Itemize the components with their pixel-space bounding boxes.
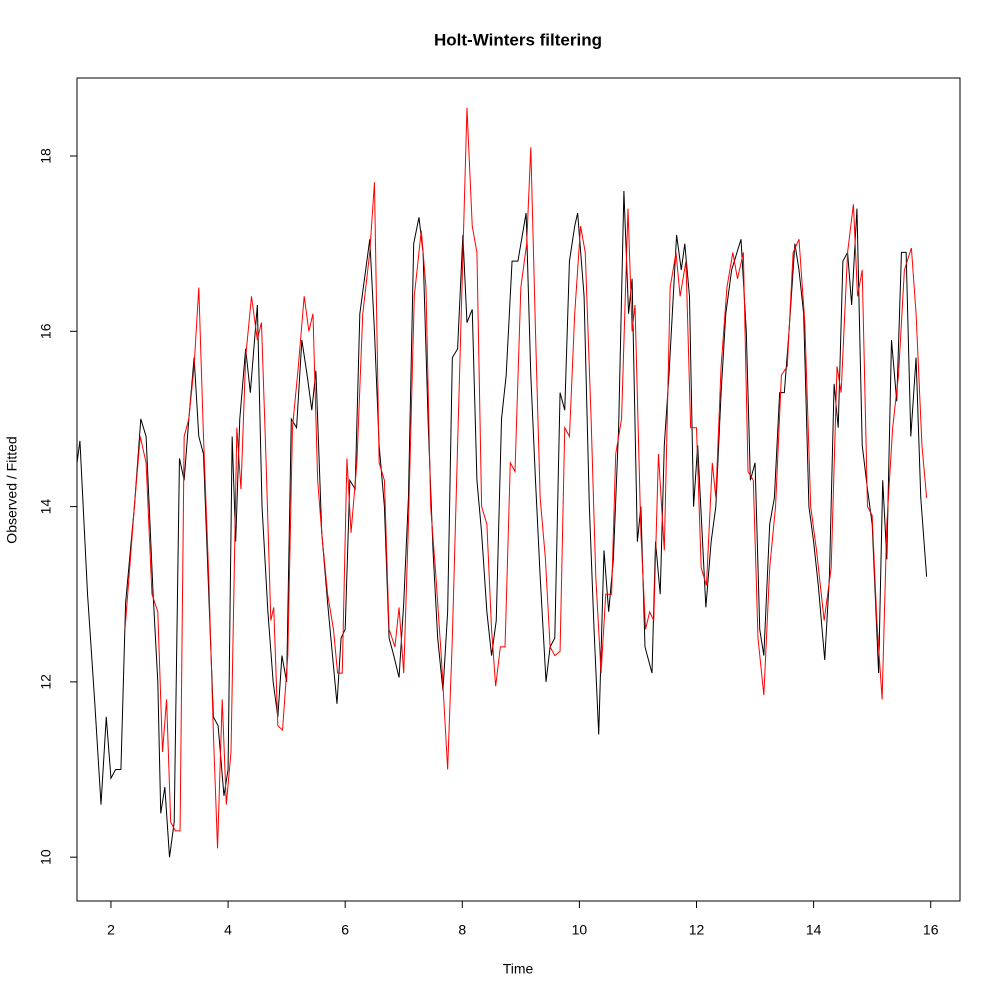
x-axis-label: Time [503, 961, 534, 977]
y-tick-label: 18 [38, 148, 54, 164]
x-tick-label: 8 [458, 922, 466, 938]
y-tick-label: 10 [38, 849, 54, 865]
x-tick-label: 6 [341, 922, 349, 938]
y-tick-label: 12 [38, 674, 54, 690]
chart-title: Holt-Winters filtering [434, 30, 602, 49]
x-tick-label: 16 [923, 922, 939, 938]
series-line [77, 191, 928, 858]
x-tick-label: 12 [689, 922, 705, 938]
y-tick-label: 14 [38, 499, 54, 515]
y-tick-label: 16 [38, 323, 54, 339]
x-tick-label: 14 [806, 922, 822, 938]
y-axis-label: Observed / Fitted [4, 436, 20, 543]
x-tick-label: 10 [572, 922, 588, 938]
x-tick-label: 4 [224, 922, 232, 938]
x-tick-label: 2 [107, 922, 115, 938]
series-line [124, 107, 928, 849]
plot-frame [76, 77, 961, 902]
